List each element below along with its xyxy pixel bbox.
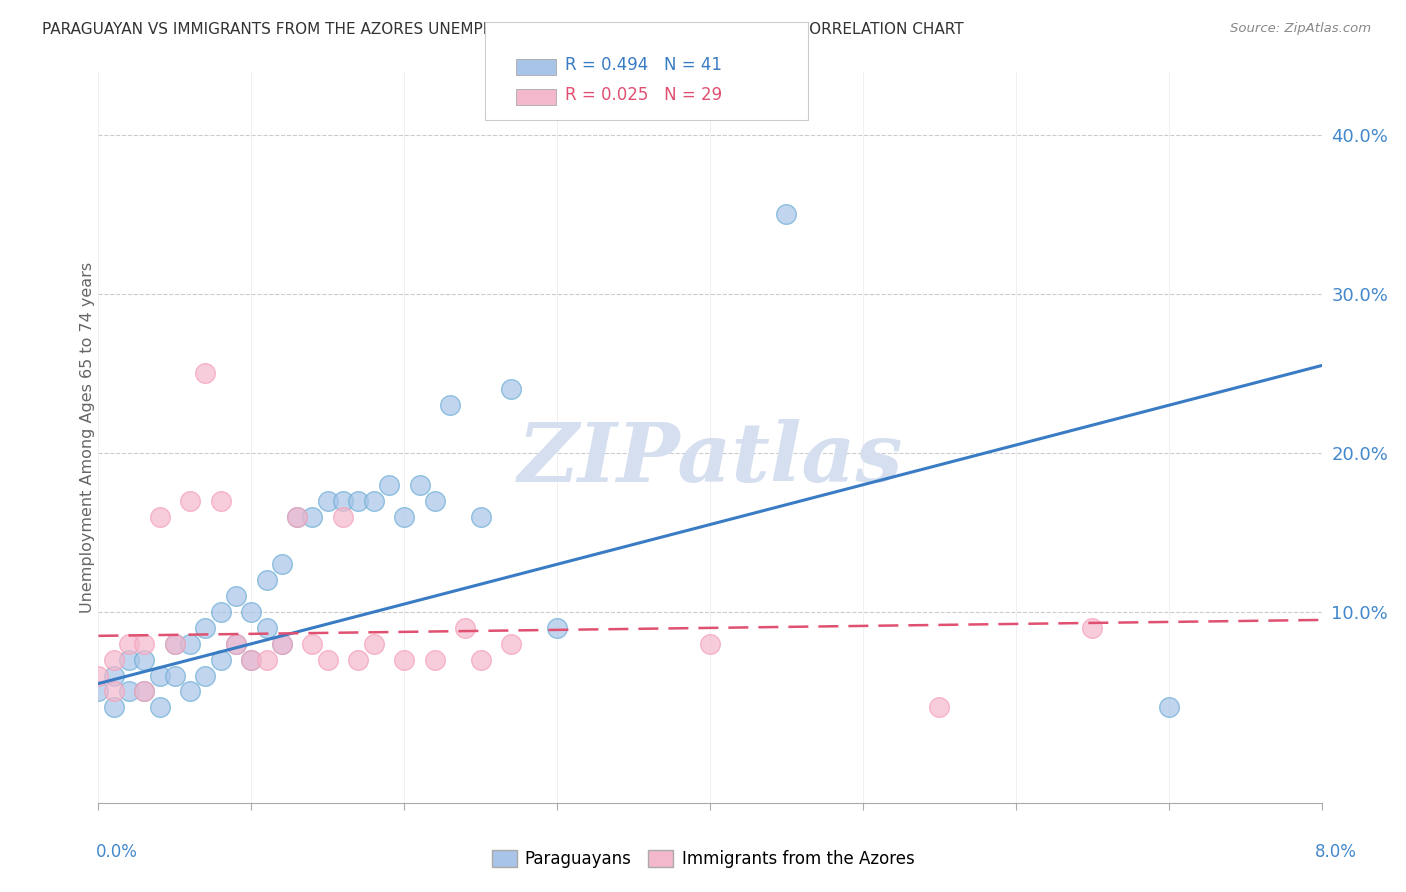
Point bbox=[240, 653, 263, 667]
Text: R = 0.494   N = 41: R = 0.494 N = 41 bbox=[565, 56, 721, 74]
Point bbox=[301, 509, 323, 524]
Point bbox=[454, 621, 477, 635]
Point bbox=[118, 684, 141, 698]
Point bbox=[87, 684, 110, 698]
Point bbox=[209, 653, 232, 667]
Point bbox=[1157, 700, 1180, 714]
Point bbox=[256, 573, 278, 587]
Text: Source: ZipAtlas.com: Source: ZipAtlas.com bbox=[1230, 22, 1371, 36]
Point bbox=[194, 668, 217, 682]
Legend: Paraguayans, Immigrants from the Azores: Paraguayans, Immigrants from the Azores bbox=[485, 843, 921, 875]
Point bbox=[103, 653, 125, 667]
Point bbox=[347, 653, 370, 667]
Point bbox=[378, 477, 401, 491]
Point bbox=[134, 653, 156, 667]
Point bbox=[149, 700, 172, 714]
Point bbox=[134, 637, 156, 651]
Point bbox=[332, 493, 354, 508]
Point bbox=[209, 605, 232, 619]
Point bbox=[363, 637, 385, 651]
Point bbox=[408, 477, 430, 491]
Point bbox=[118, 637, 141, 651]
Point bbox=[118, 653, 141, 667]
Point bbox=[149, 668, 172, 682]
Point bbox=[87, 668, 110, 682]
Text: R = 0.025   N = 29: R = 0.025 N = 29 bbox=[565, 86, 723, 103]
Point bbox=[149, 509, 172, 524]
Point bbox=[392, 509, 416, 524]
Point bbox=[240, 605, 263, 619]
Point bbox=[347, 493, 370, 508]
Point bbox=[225, 589, 247, 603]
Point bbox=[163, 637, 186, 651]
Text: ZIPatlas: ZIPatlas bbox=[517, 419, 903, 499]
Point bbox=[392, 653, 416, 667]
Text: 0.0%: 0.0% bbox=[96, 843, 138, 861]
Text: PARAGUAYAN VS IMMIGRANTS FROM THE AZORES UNEMPLOYMENT AMONG AGES 65 TO 74 YEARS : PARAGUAYAN VS IMMIGRANTS FROM THE AZORES… bbox=[42, 22, 963, 37]
Point bbox=[332, 509, 354, 524]
Point bbox=[501, 383, 523, 397]
Point bbox=[270, 637, 294, 651]
Point bbox=[194, 367, 217, 381]
Point bbox=[775, 207, 797, 221]
Point bbox=[225, 637, 247, 651]
Point bbox=[256, 621, 278, 635]
Point bbox=[103, 684, 125, 698]
Point bbox=[134, 684, 156, 698]
Point bbox=[699, 637, 721, 651]
Point bbox=[163, 668, 186, 682]
Point bbox=[363, 493, 385, 508]
Point bbox=[225, 637, 247, 651]
Text: 8.0%: 8.0% bbox=[1315, 843, 1357, 861]
Point bbox=[163, 637, 186, 651]
Point bbox=[285, 509, 308, 524]
Point bbox=[316, 653, 339, 667]
Point bbox=[928, 700, 950, 714]
Point bbox=[470, 509, 492, 524]
Point bbox=[256, 653, 278, 667]
Point bbox=[423, 653, 446, 667]
Point bbox=[270, 558, 294, 572]
Point bbox=[240, 653, 263, 667]
Point bbox=[179, 637, 201, 651]
Point bbox=[179, 684, 201, 698]
Point bbox=[546, 621, 568, 635]
Point bbox=[439, 398, 461, 412]
Point bbox=[470, 653, 492, 667]
Point bbox=[209, 493, 232, 508]
Point bbox=[134, 684, 156, 698]
Point bbox=[103, 700, 125, 714]
Point bbox=[285, 509, 308, 524]
Point bbox=[179, 493, 201, 508]
Point bbox=[270, 637, 294, 651]
Point bbox=[301, 637, 323, 651]
Point bbox=[194, 621, 217, 635]
Point bbox=[423, 493, 446, 508]
Y-axis label: Unemployment Among Ages 65 to 74 years: Unemployment Among Ages 65 to 74 years bbox=[80, 261, 94, 613]
Point bbox=[316, 493, 339, 508]
Point bbox=[103, 668, 125, 682]
Point bbox=[501, 637, 523, 651]
Point bbox=[1081, 621, 1104, 635]
